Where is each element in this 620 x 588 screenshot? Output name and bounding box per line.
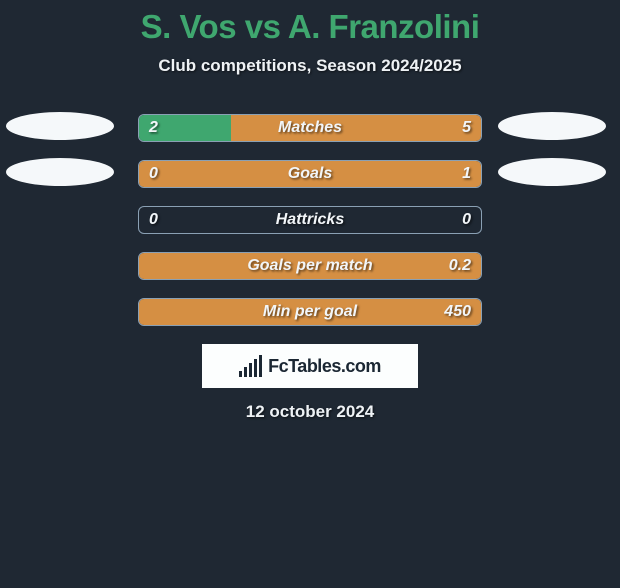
brand-name: FcTables.com bbox=[268, 356, 381, 377]
stat-bar-right-fill bbox=[139, 253, 481, 279]
player-left-avatar bbox=[6, 158, 114, 186]
stat-row: Min per goal450 bbox=[0, 288, 620, 334]
stat-value-left: 0 bbox=[149, 207, 158, 233]
stat-row: Hattricks0 0 bbox=[0, 196, 620, 242]
chart-icon bbox=[239, 355, 262, 377]
stat-row: Goals per match0.2 bbox=[0, 242, 620, 288]
comparison-rows: Matches25 Goals01 Hattricks0 0 Goals per mat… bbox=[0, 104, 620, 334]
stat-bar: Matches25 bbox=[138, 114, 482, 142]
player-right-avatar bbox=[498, 158, 606, 186]
stat-label: Hattricks bbox=[139, 207, 481, 233]
stat-value-right: 0 bbox=[462, 207, 471, 233]
generated-date: 12 october 2024 bbox=[0, 402, 620, 422]
brand-logo-box: FcTables.com bbox=[202, 344, 418, 388]
stat-bar: Goals per match0.2 bbox=[138, 252, 482, 280]
stat-bar: Min per goal450 bbox=[138, 298, 482, 326]
stat-bar: Goals01 bbox=[138, 160, 482, 188]
stat-bar-right-fill bbox=[139, 161, 481, 187]
stat-row: Matches25 bbox=[0, 104, 620, 150]
player-left-avatar bbox=[6, 112, 114, 140]
stat-bar-right-fill bbox=[231, 115, 481, 141]
page-subtitle: Club competitions, Season 2024/2025 bbox=[0, 56, 620, 76]
stat-bar-left-fill bbox=[139, 115, 231, 141]
page-title: S. Vos vs A. Franzolini bbox=[0, 8, 620, 46]
stat-row: Goals01 bbox=[0, 150, 620, 196]
stat-bar-right-fill bbox=[139, 299, 481, 325]
stat-bar: Hattricks0 0 bbox=[138, 206, 482, 234]
player-right-avatar bbox=[498, 112, 606, 140]
